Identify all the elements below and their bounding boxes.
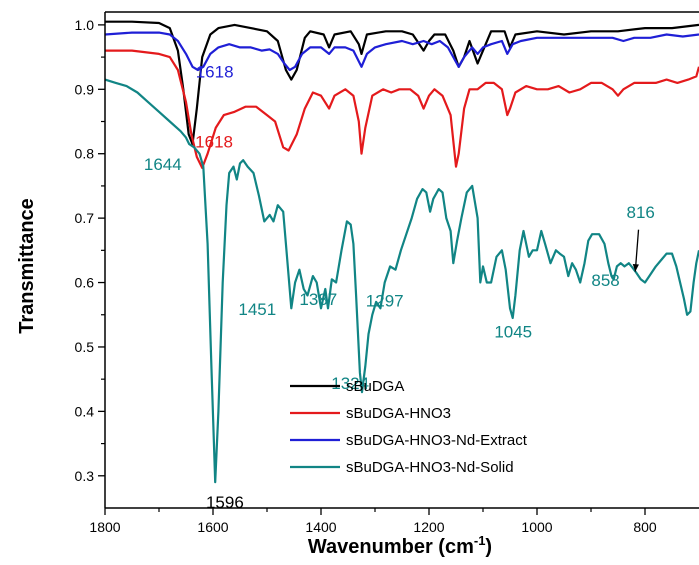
- peak-arrow-head: [632, 264, 639, 272]
- y-tick-label: 0.7: [75, 210, 95, 226]
- series-line-sbudga-hno3-nd-extract: [105, 31, 699, 72]
- peak-label-1596: 1596: [206, 493, 244, 512]
- legend-label-nd-solid: sBuDGA-HNO3-Nd-Solid: [346, 459, 514, 476]
- y-tick-label: 0.3: [75, 468, 95, 484]
- legend-label-sbudga-hno3: sBuDGA-HNO3: [346, 405, 451, 422]
- y-tick-label: 0.9: [75, 81, 95, 97]
- y-axis-title: Transmittance: [16, 198, 38, 334]
- y-axis: 0.3 0.4 0.5 0.6 0.7 0.8 0.9 1.0: [75, 17, 105, 484]
- peak-label-858: 858: [591, 271, 619, 290]
- x-tick-label: 1000: [521, 519, 552, 535]
- series-line-sbudga: [105, 20, 699, 146]
- x-tick-label: 800: [633, 519, 657, 535]
- peak-annotations: 1618 1618 1644 1451 1387 1297 1324 1045 858 816 15…: [144, 63, 655, 512]
- legend-label-sbudga: sBuDGA: [346, 378, 404, 395]
- peak-label-1045: 1045: [494, 322, 532, 341]
- peak-label-1644: 1644: [144, 155, 182, 174]
- x-tick-label: 1200: [413, 519, 444, 535]
- peak-label-1324: 1324: [331, 374, 369, 393]
- peak-label-816: 816: [626, 203, 654, 222]
- x-tick-label: 1600: [197, 519, 228, 535]
- x-axis-title-main: Wavenumber (cm: [308, 536, 474, 558]
- plot-area: [104, 11, 699, 509]
- y-tick-label: 0.5: [75, 339, 95, 355]
- peak-label-1618: 1618: [195, 132, 233, 151]
- legend: sBuDGA sBuDGA-HNO3 sBuDGA-HNO3-Nd-Extrac…: [290, 378, 528, 476]
- y-tick-label: 0.8: [75, 146, 95, 162]
- x-axis-title-sup: -1: [474, 533, 486, 548]
- x-axis-title: Wavenumber (cm-1): [308, 533, 492, 558]
- peak-label-1451: 1451: [238, 300, 276, 319]
- series-lines: [105, 20, 699, 484]
- peak-label-1297: 1297: [366, 291, 404, 310]
- x-axis-title-end: ): [485, 536, 492, 558]
- peak-label-1618: 1618: [196, 63, 234, 82]
- y-tick-label: 0.6: [75, 275, 95, 291]
- legend-label-nd-extract: sBuDGA-HNO3-Nd-Extract: [346, 432, 528, 449]
- y-tick-label: 1.0: [75, 17, 95, 33]
- x-tick-label: 1400: [305, 519, 336, 535]
- peak-label-1387: 1387: [299, 290, 337, 309]
- series-line-sbudga-hno3-nd-solid: [105, 78, 699, 484]
- x-axis: 1800 1600 1400 1200 1000 800: [89, 508, 657, 535]
- series-line-sbudga-hno3: [105, 49, 699, 169]
- y-tick-label: 0.4: [75, 403, 95, 419]
- x-tick-label: 1800: [89, 519, 120, 535]
